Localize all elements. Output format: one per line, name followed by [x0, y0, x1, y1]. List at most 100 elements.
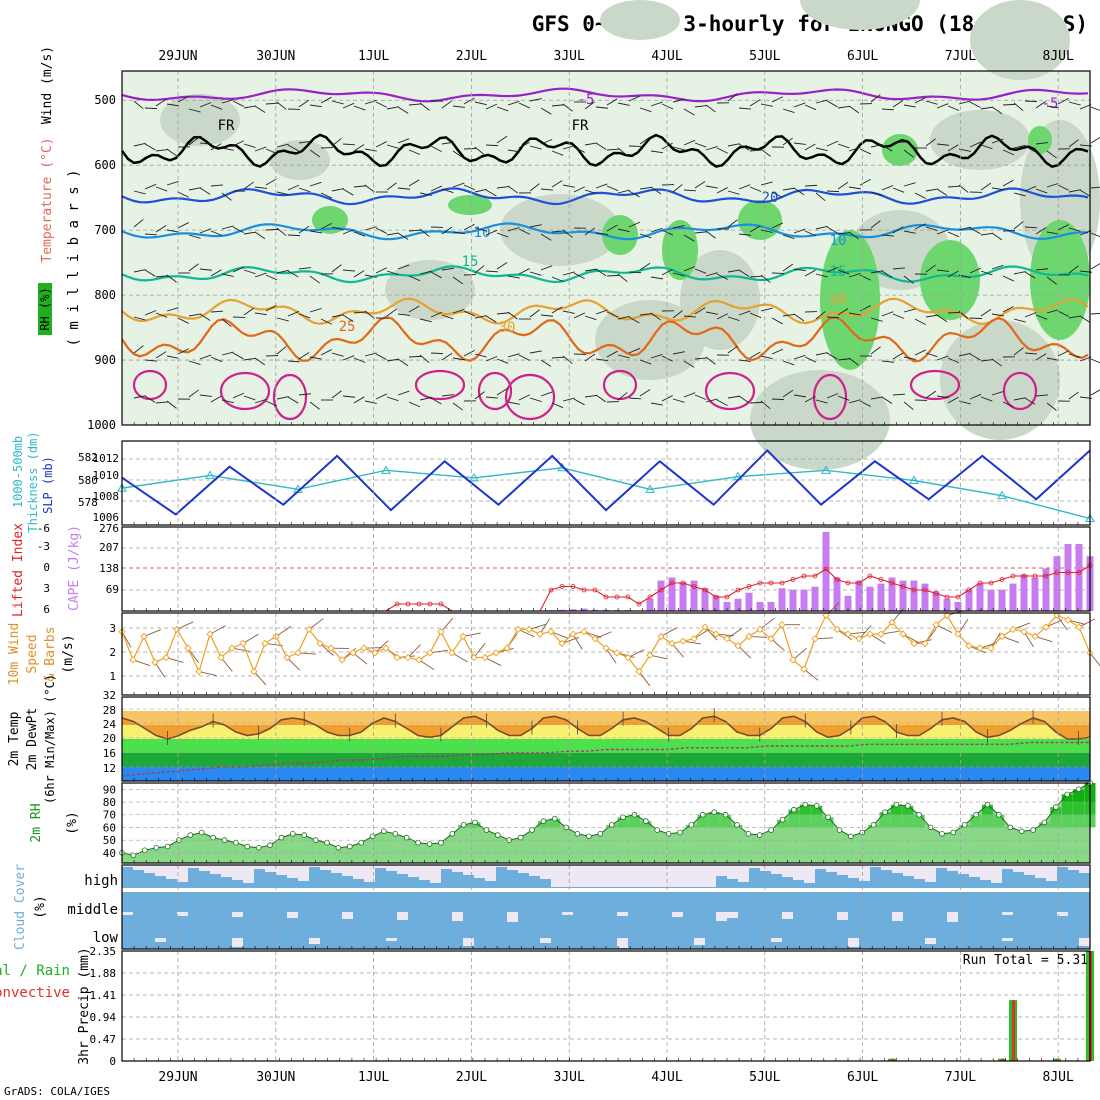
wind-barb [1090, 358, 1100, 364]
wind-barb [936, 395, 949, 399]
wind-barb [815, 399, 828, 404]
wind-barb [1024, 100, 1038, 103]
wind-barb [166, 229, 179, 233]
wind-barb-10m [561, 636, 580, 644]
wind-barb [804, 395, 816, 403]
lifted-index-marker [647, 594, 653, 600]
wind-barb [870, 220, 881, 229]
wind-barb [507, 149, 520, 153]
wind-barb [727, 345, 738, 354]
rh-marker [825, 814, 831, 821]
wind-barb [441, 226, 453, 235]
wind-speed-marker [1020, 628, 1028, 636]
wind-barb-10m [902, 633, 919, 644]
wind-barb [309, 275, 320, 284]
wind-barb [793, 228, 806, 234]
wind-barb [144, 143, 156, 151]
wind-barb [485, 270, 499, 273]
rh-shade-region [160, 94, 240, 146]
lifted-index-marker [669, 580, 675, 586]
cloud-mid-gap [507, 912, 518, 922]
wind-speed-marker [415, 656, 423, 664]
rh-moist-region [312, 206, 348, 234]
wind-barb [573, 146, 585, 153]
wind-barb [331, 264, 342, 273]
wind-barb [650, 312, 661, 321]
wind-barb [727, 143, 740, 147]
lifted-index-marker [933, 591, 939, 596]
cloud-low-gap [463, 938, 474, 946]
cloud-high-gap [1046, 865, 1057, 881]
wind-barb [903, 230, 916, 234]
wind-barb [859, 400, 871, 407]
rh-shade-region [750, 370, 890, 470]
wind-barb [892, 226, 904, 234]
wind-barb-10m [1078, 618, 1096, 628]
wind-barb [936, 103, 949, 109]
wind-barb [991, 264, 1004, 270]
cloud-low-gap [386, 938, 397, 941]
wind-barb [738, 269, 750, 277]
wind-barb-10m [1056, 615, 1068, 631]
wind-barb [1090, 232, 1100, 238]
cloud-high-gap [133, 865, 144, 870]
wind-barb [694, 181, 706, 189]
wind-barb [254, 272, 267, 278]
wind-barb [221, 351, 234, 356]
cloud-mid-gap [287, 912, 298, 918]
precip-convective-bar [891, 1058, 894, 1061]
rh-marker [267, 842, 273, 848]
wind-barb [133, 190, 146, 195]
wind-barb [639, 233, 652, 239]
date-label-bottom: 29JUN [158, 1070, 197, 1085]
wind-barb [936, 229, 949, 235]
cloud-mid-gap [617, 912, 628, 916]
wind-speed-marker [195, 667, 203, 676]
temp-axis-title-1: 2m Temp [7, 711, 22, 766]
wind-barb [738, 359, 751, 362]
wind-barb [364, 226, 377, 231]
cape-bar [811, 586, 819, 611]
lifted-index-marker [416, 601, 422, 607]
wind-barb [925, 138, 936, 147]
wind-barb [1002, 401, 1014, 408]
wind-barb-10m [935, 624, 953, 634]
wind-speed-marker [624, 653, 632, 662]
cloud-high-gap [1024, 865, 1035, 875]
cloud-high-gap [881, 865, 892, 870]
wind-barb [540, 233, 552, 241]
wind-barb [221, 99, 234, 104]
wind-barb-10m [352, 652, 368, 665]
wind-barb [287, 310, 300, 317]
contour-label: -5 [578, 92, 595, 108]
date-label-top: 8JUL [1043, 49, 1074, 64]
wind-barb [1079, 356, 1092, 362]
wind-barb [1013, 192, 1026, 197]
wind-barb [1024, 352, 1037, 355]
wind-barb [1079, 230, 1092, 236]
wind-barb [540, 359, 552, 367]
wind-speed-marker [437, 628, 445, 636]
wind-barb [430, 397, 442, 405]
wind-barb [386, 396, 399, 402]
wind-barb [408, 103, 421, 106]
rh-marker [460, 822, 467, 828]
wind-barb [980, 396, 993, 402]
cape-axis-title: CAPE (J/kg) [67, 525, 82, 611]
wind-barb [584, 394, 597, 398]
wind-barb [881, 234, 894, 237]
lifted-index-marker [1076, 570, 1082, 575]
wind-barb [430, 145, 442, 153]
lifted-index-marker [427, 601, 433, 607]
wind-barb [628, 190, 640, 198]
cloud-mid-gap [837, 912, 848, 920]
wind-barb [287, 184, 300, 191]
cloud-high-gap [199, 865, 210, 871]
wind-barb [595, 232, 608, 235]
wind-barb [1035, 353, 1047, 361]
wind-barb [1046, 357, 1059, 361]
wind-barb [837, 395, 850, 401]
wind-barb [782, 360, 795, 366]
wind-barb [639, 136, 651, 145]
cloud-mid-gap [947, 912, 958, 922]
